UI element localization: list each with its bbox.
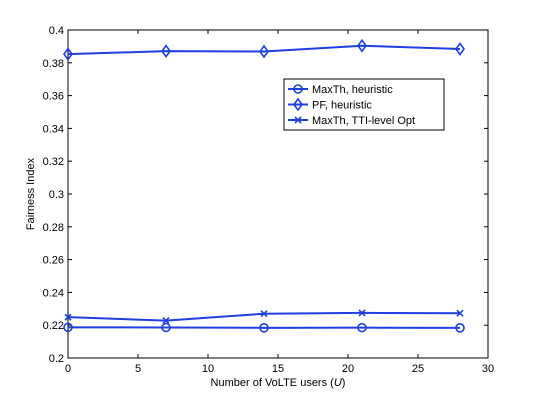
legend-label: MaxTh, heuristic (312, 84, 393, 96)
x-tick-label: 15 (272, 363, 284, 375)
axes: 0 5 10 15 20 25 30 0.2 0.22 0.24 0.26 0.28 0.3 0.32 0.… (43, 25, 495, 375)
y-tick-label: 0.26 (43, 255, 64, 267)
x-axis-label: Number of VoLTE users (U) (211, 377, 346, 389)
y-tick-label: 0.24 (43, 287, 64, 299)
y-tick-label: 0.36 (43, 91, 64, 103)
y-tick-label: 0.32 (43, 156, 64, 168)
series-line (67, 44, 461, 56)
legend-box (283, 78, 445, 131)
x-tick-label: 20 (342, 363, 354, 375)
x-tick-label: 5 (135, 363, 141, 375)
y-tick-label: 0.4 (49, 25, 64, 37)
data-point (260, 310, 268, 318)
series-3 (64, 309, 464, 325)
data-point (64, 313, 72, 321)
legend-item: PF, heuristic (288, 97, 372, 112)
data-point (161, 322, 171, 333)
legend-marker (293, 97, 303, 112)
data-point (357, 38, 367, 53)
data-point (63, 47, 73, 61)
data-point (162, 317, 170, 325)
data-point (259, 323, 269, 333)
series-2 (63, 38, 465, 61)
legend-label: PF, heuristic (312, 100, 372, 112)
legend-item: MaxTh, TTI-level Opt (288, 115, 415, 127)
legend-label: MaxTh, TTI-level Opt (312, 115, 415, 127)
legend-item: MaxTh, heuristic (288, 84, 393, 96)
y-tick-label: 0.22 (43, 320, 64, 332)
data-point (259, 44, 269, 59)
data-point (357, 322, 367, 333)
data-point (161, 44, 171, 59)
data-point (455, 323, 465, 333)
x-tick-label: 30 (482, 363, 494, 375)
x-tick-label: 0 (65, 363, 71, 375)
y-tick-label: 0.34 (43, 123, 64, 135)
y-tick-label: 0.3 (49, 189, 64, 201)
y-tick-label: 0.28 (43, 222, 64, 234)
series-layer (63, 38, 465, 333)
data-point (455, 42, 465, 56)
y-axis-label: Fairness Index (25, 157, 37, 230)
data-point (63, 322, 73, 333)
x-tick-label: 10 (202, 363, 214, 375)
legend-marker (294, 116, 302, 124)
data-point (456, 309, 464, 317)
legend: MaxTh, heuristic PF, heuristic MaxTh, TTI-… (283, 78, 445, 131)
legend-marker (293, 84, 303, 94)
y-tick-label: 0.2 (49, 353, 64, 365)
series-1 (63, 322, 465, 333)
x-tick-label: 25 (412, 363, 424, 375)
y-tick-label: 0.38 (43, 58, 64, 70)
data-point (358, 309, 366, 317)
